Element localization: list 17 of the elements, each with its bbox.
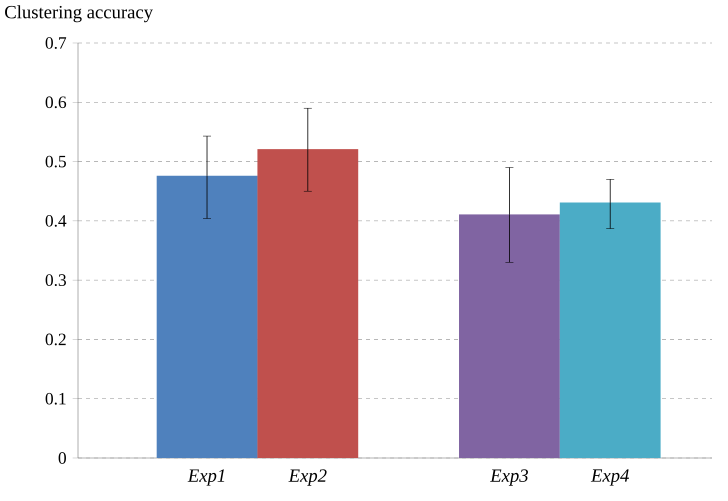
y-tick-label: 0.2 xyxy=(46,334,66,346)
y-tick-label: 0.3 xyxy=(46,274,66,286)
chart-title: Clustering accuracy xyxy=(5,5,153,22)
x-tick-label: Exp3 xyxy=(490,469,528,486)
bar xyxy=(156,176,258,458)
x-tick-label: Exp2 xyxy=(288,469,327,486)
y-tick-label: 0.5 xyxy=(46,156,66,168)
x-tick-label: Exp1 xyxy=(188,469,224,486)
y-tick-label: 0.1 xyxy=(46,392,66,405)
y-tick-label: 0.7 xyxy=(46,37,66,49)
bar xyxy=(459,214,560,458)
y-tick-label: 0 xyxy=(58,452,66,464)
x-tick-label: Exp4 xyxy=(590,469,629,486)
bar xyxy=(257,149,358,458)
y-tick-label: 0.6 xyxy=(46,96,66,108)
bar xyxy=(560,202,661,458)
y-tick-label: 0.4 xyxy=(46,214,66,227)
